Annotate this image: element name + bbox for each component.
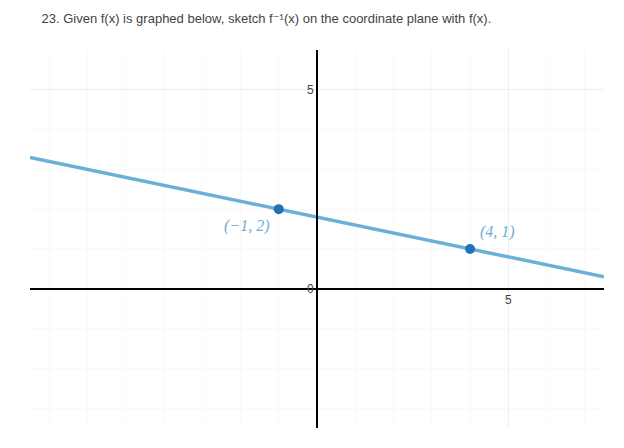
svg-text:23. Given f(x) is graphed belo: 23. Given f(x) is graphed below, sketch … [41,11,491,26]
svg-text:5: 5 [505,293,512,307]
svg-text:(4, 1): (4, 1) [480,223,515,241]
svg-text:0: 0 [307,282,314,296]
svg-text:(−1, 2): (−1, 2) [224,217,269,235]
svg-text:5: 5 [307,83,314,97]
